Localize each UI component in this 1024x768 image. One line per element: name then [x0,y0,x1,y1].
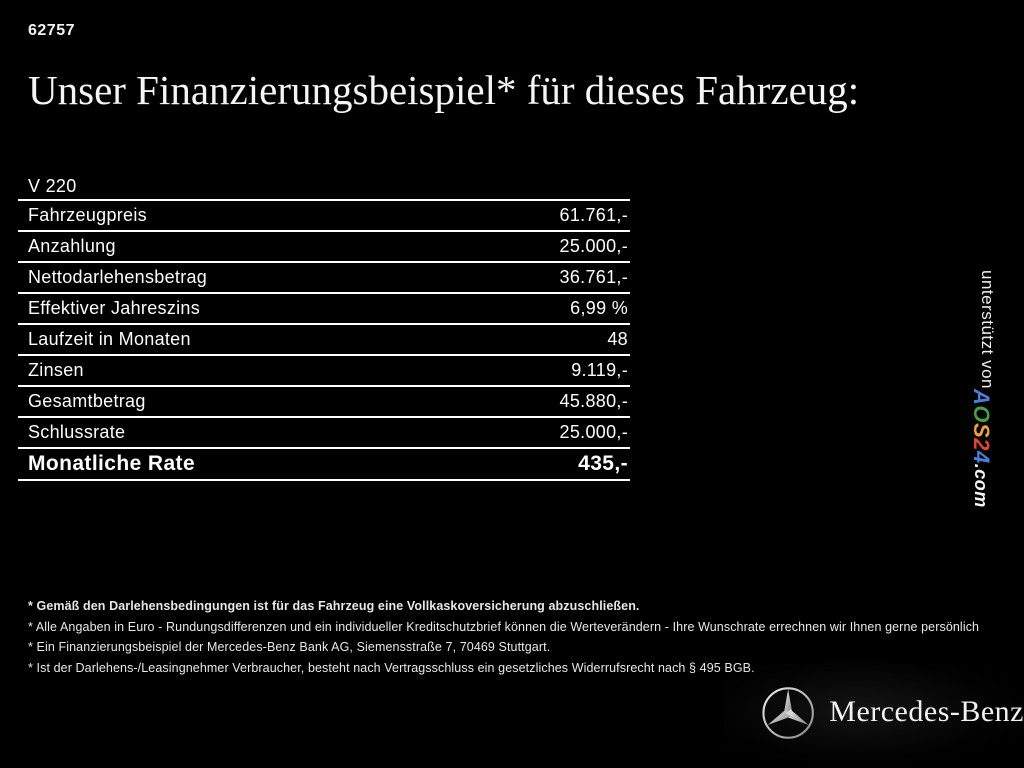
aos24-suffix: .com [971,463,991,508]
page-title: Unser Finanzierungsbeispiel* für dieses … [28,67,860,113]
table-row: Anzahlung 25.000,- [18,232,630,263]
brand-block: Mercedes-Benz [724,663,1024,768]
monthly-rate-row: Monatliche Rate 435,- [18,449,630,481]
row-label: Nettodarlehensbetrag [28,267,208,287]
table-row: Nettodarlehensbetrag 36.761,- [18,263,630,294]
row-value: 36.761,- [559,267,628,287]
mercedes-star-icon [762,686,814,739]
doc-number: 62757 [28,22,75,39]
aos24-letter: A [969,389,994,406]
row-label: Fahrzeugpreis [28,205,147,225]
footnotes: * Gemäß den Darlehensbedingungen ist für… [28,596,988,678]
row-value: 25.000,- [559,236,628,256]
table-row: Schlussrate 25.000,- [18,418,630,449]
row-label: Monatliche Rate [28,452,196,475]
row-value: 45.880,- [559,391,628,411]
financing-table: V 220 Fahrzeugpreis 61.761,- Anzahlung 2… [18,174,630,481]
supported-by-text: unterstützt von [978,270,997,390]
aos24-letter: 2 [969,438,994,451]
footnote: * Ein Finanzierungsbeispiel der Mercedes… [28,640,551,654]
supported-by-sidebar: unterstützt von AOS24.com [968,270,1006,570]
row-value: 48 [607,329,628,349]
table-row: Effektiver Jahreszins 6,99 % [18,294,630,325]
row-label: Anzahlung [28,236,116,256]
footnote: * Alle Angaben in Euro - Rundungsdiffere… [28,619,980,634]
footnote: * Ist der Darlehens-/Leasingnehmer Verbr… [28,660,755,675]
row-value: 61.761,- [559,205,628,225]
aos24-logo: AOS24.com [968,389,994,508]
vehicle-model: V 220 [28,176,77,196]
table-row: Zinsen 9.119,- [18,356,630,387]
footnote: * Gemäß den Darlehensbedingungen ist für… [28,599,640,613]
brand-name: Mercedes-Benz [829,694,1024,728]
aos24-letter: O [969,405,994,424]
row-value: 9.119,- [571,360,628,380]
row-value: 6,99 % [570,298,628,318]
row-label: Effektiver Jahreszins [28,298,201,318]
row-label: Laufzeit in Monaten [28,329,191,349]
row-value: 435,- [578,452,628,475]
table-row: Fahrzeugpreis 61.761,- [18,201,630,232]
table-row: Gesamtbetrag 45.880,- [18,387,630,418]
row-label: Gesamtbetrag [28,391,146,411]
row-label: Schlussrate [28,422,126,442]
aos24-letter: S [969,423,994,439]
table-row: Laufzeit in Monaten 48 [18,325,630,356]
row-label: Zinsen [28,360,84,380]
vehicle-model-row: V 220 [18,174,630,201]
aos24-letter: 4 [969,450,994,464]
row-value: 25.000,- [559,422,628,442]
